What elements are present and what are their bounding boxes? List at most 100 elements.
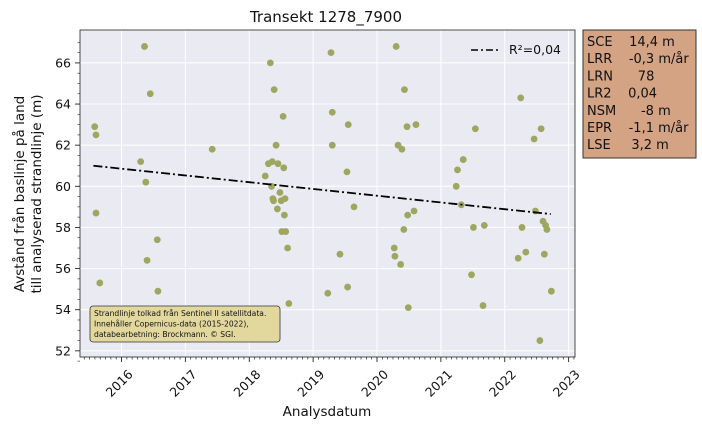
y-tick-label: 60 — [55, 179, 71, 194]
data-point — [327, 49, 335, 57]
data-point — [142, 178, 150, 186]
legend-trend-label: R²=0,04 — [509, 42, 561, 57]
data-point — [392, 43, 400, 50]
data-point — [272, 141, 280, 149]
x-tick-label: 2022 — [486, 367, 519, 400]
data-points — [91, 43, 555, 344]
data-point — [454, 166, 461, 174]
data-point — [279, 112, 287, 120]
stats-line: NSM -8 m — [587, 104, 671, 119]
trend-line-group — [93, 164, 551, 215]
data-point — [137, 158, 145, 166]
data-point — [517, 94, 525, 102]
data-point — [266, 59, 274, 67]
data-point — [412, 121, 420, 129]
data-point — [404, 211, 412, 219]
data-point — [344, 283, 352, 291]
data-point — [543, 226, 551, 233]
data-point — [540, 250, 548, 258]
data-point — [336, 250, 344, 258]
data-point — [208, 145, 216, 153]
stats-line: LRR -0,3 m/år — [587, 52, 689, 67]
data-point — [547, 287, 555, 295]
legend: R²=0,04 — [471, 42, 561, 57]
data-point — [281, 195, 289, 203]
x-axis-ticks: 2016 2017 2018 2019 2020 2021 2022 2023 — [83, 357, 583, 400]
x-tick-label: 2023 — [550, 367, 583, 400]
data-point — [404, 304, 412, 312]
data-point — [350, 203, 358, 211]
data-point — [391, 252, 399, 260]
x-tick-label: 2017 — [166, 367, 199, 400]
note-line: databearbetning: Brockmann. © SGI. — [94, 330, 236, 339]
y-tick-label: 56 — [55, 261, 71, 276]
data-point — [518, 224, 526, 231]
data-point — [284, 244, 291, 252]
data-point — [401, 86, 408, 94]
data-point — [274, 160, 282, 168]
x-tick-label: 2018 — [230, 367, 263, 400]
data-point — [153, 236, 161, 244]
x-axis-label: Analysdatum — [283, 404, 372, 420]
stats-box-background — [582, 29, 697, 159]
y-axis-label-line-1: Avstånd från baslinje på land — [11, 96, 28, 292]
data-point — [141, 43, 148, 50]
note-line: Strandlinje tolkad från Sentinel II sate… — [94, 309, 266, 318]
stats-line: EPR -1,1 m/år — [587, 121, 689, 136]
stats-line: SCE 14,4 m — [587, 35, 675, 50]
data-point — [344, 121, 352, 129]
trend-line — [93, 164, 551, 215]
data-source-note-background — [89, 305, 281, 343]
data-point — [479, 302, 487, 309]
data-point — [268, 158, 276, 166]
y-axis-label-line-2: till analyserad strandlinje (m) — [29, 94, 45, 293]
y-tick-label: 64 — [55, 97, 71, 112]
data-point — [282, 228, 290, 235]
data-point — [96, 279, 104, 287]
y-tick-label: 52 — [55, 343, 71, 358]
data-point — [261, 172, 269, 180]
data-point — [280, 164, 288, 172]
stats-line: LRN 78 — [587, 69, 654, 84]
x-tick-label: 2020 — [358, 367, 391, 400]
data-point — [143, 256, 151, 264]
data-point — [452, 182, 460, 190]
data-point — [397, 261, 405, 268]
data-point — [270, 197, 277, 205]
y-tick-label: 62 — [55, 138, 71, 153]
data-point — [398, 145, 406, 153]
data-point — [328, 108, 336, 116]
data-point — [276, 189, 284, 196]
stats-line: LR2 0,04 — [587, 87, 657, 102]
data-point — [537, 125, 545, 133]
y-tick-label: 54 — [55, 302, 71, 317]
y-tick-label: 58 — [55, 220, 71, 235]
data-point — [400, 226, 408, 233]
plot-frame — [79, 29, 576, 358]
data-point — [92, 131, 100, 139]
grid — [80, 30, 575, 357]
x-tick-label: 2021 — [422, 367, 455, 400]
x-tick-label: 2016 — [103, 367, 136, 400]
data-point — [328, 141, 336, 149]
data-point — [324, 289, 332, 297]
data-point — [470, 224, 477, 231]
y-tick-label: 66 — [55, 55, 71, 70]
data-point — [91, 123, 99, 131]
data-point — [343, 168, 351, 176]
y-axis-label: Avstånd från baslinje på land till analy… — [11, 94, 45, 293]
chart-title: Transekt 1278_7900 — [249, 8, 402, 27]
data-point — [146, 90, 154, 98]
x-tick-label: 2019 — [294, 367, 327, 400]
data-point — [403, 123, 411, 131]
data-point — [390, 244, 398, 252]
data-point — [480, 221, 488, 229]
stats-box: SCE 14,4 m LRR -0,3 m/år LRN 78 LR2 0,04 NSM… — [582, 29, 697, 159]
data-point — [92, 209, 100, 217]
data-point — [273, 205, 281, 213]
data-point — [410, 207, 418, 215]
data-point — [514, 254, 522, 262]
data-point — [471, 125, 479, 133]
data-source-note: Strandlinje tolkad från Sentinel II sate… — [89, 305, 281, 343]
